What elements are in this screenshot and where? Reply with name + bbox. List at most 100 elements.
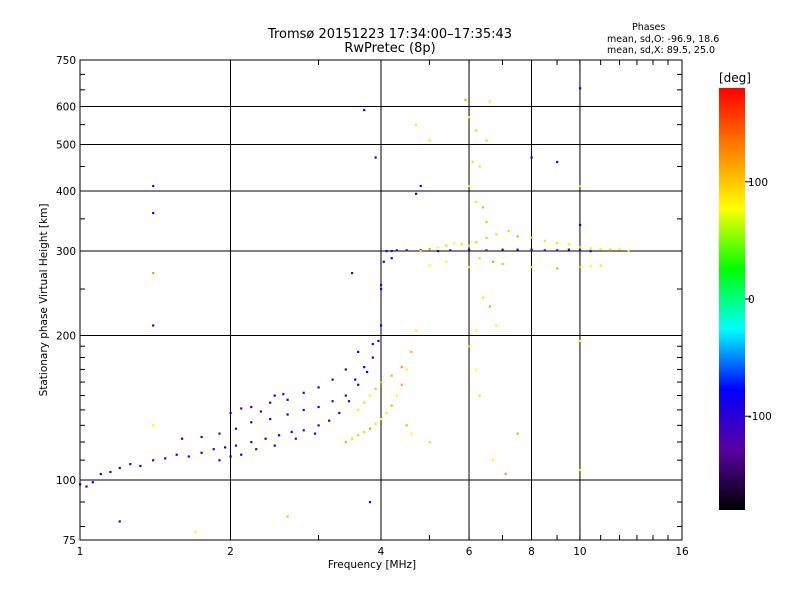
data-point (302, 391, 305, 394)
data-point (464, 98, 467, 101)
data-point (445, 260, 448, 263)
data-point (410, 432, 413, 435)
data-point (405, 424, 408, 427)
data-point (357, 350, 360, 353)
data-point (200, 435, 203, 439)
data-point (240, 407, 243, 410)
data-point (419, 184, 422, 188)
data-point (530, 248, 533, 251)
data-point (282, 393, 285, 396)
data-point (599, 247, 602, 251)
data-point (269, 418, 272, 421)
data-point (579, 87, 582, 90)
data-point (609, 248, 612, 251)
data-point (269, 401, 272, 404)
data-point (118, 466, 121, 470)
data-point (357, 383, 360, 386)
data-point (234, 444, 238, 447)
x-tick-label: 1 (77, 546, 84, 558)
data-point (475, 200, 478, 203)
data-point (543, 239, 546, 242)
data-point (468, 345, 471, 348)
data-point (478, 165, 481, 168)
data-point (485, 220, 488, 224)
data-point (482, 296, 485, 299)
data-point (475, 368, 478, 371)
axis-ticks: 1 2 4 6 8 10 16 75 100 200 300 400 500 600 750 (56, 55, 689, 558)
data-point (415, 123, 418, 126)
data-point (516, 248, 519, 251)
data-point (181, 437, 184, 440)
stats-o-mode: mean, sd,O: -96.9, 18.6 (607, 34, 720, 45)
data-point (302, 408, 305, 412)
data-point (363, 109, 366, 112)
data-point (468, 244, 471, 247)
data-point (501, 248, 504, 251)
data-point (405, 249, 408, 252)
data-point (589, 265, 592, 268)
data-point (468, 248, 471, 251)
data-point (475, 329, 478, 332)
data-point (410, 350, 413, 353)
data-point (579, 339, 582, 342)
data-point (338, 411, 341, 415)
data-point (380, 381, 383, 384)
data-point (302, 429, 305, 432)
colorbar-tick-label: 0 (748, 294, 755, 306)
data-point (331, 378, 334, 381)
data-point (371, 343, 374, 346)
data-point (460, 243, 463, 246)
data-point (351, 272, 354, 275)
data-point (118, 520, 121, 523)
data-point (224, 446, 227, 449)
data-point (468, 116, 471, 119)
data-point (579, 184, 582, 188)
data-point (368, 501, 372, 504)
data-point (278, 434, 281, 437)
data-point (428, 264, 431, 267)
data-point (164, 457, 167, 460)
data-point (286, 515, 289, 518)
data-point (495, 233, 498, 236)
data-point (405, 368, 408, 371)
data-point (91, 481, 94, 484)
data-point (368, 394, 372, 397)
data-point (478, 257, 481, 260)
data-point (516, 235, 519, 238)
data-point (374, 422, 377, 425)
y-tick-label: 200 (56, 331, 76, 343)
data-point (492, 260, 495, 263)
y-tick-label: 100 (56, 475, 76, 487)
data-point (240, 453, 243, 456)
data-point (187, 455, 190, 458)
data-point (492, 459, 495, 462)
data-point (530, 156, 533, 159)
data-point (344, 441, 347, 444)
grid (80, 60, 682, 540)
data-point (390, 257, 393, 260)
x-tick-label: 16 (675, 546, 689, 558)
data-point (99, 472, 102, 476)
plot-frame (79, 59, 683, 541)
data-point (627, 250, 630, 253)
data-point (152, 459, 155, 462)
data-point (152, 184, 155, 188)
data-point (579, 249, 582, 252)
colorbar: [deg] 100 0 -100 (719, 71, 772, 510)
data-point (347, 400, 351, 403)
data-point (556, 249, 559, 252)
data-point (579, 265, 582, 269)
data-point (475, 129, 478, 132)
data-point (152, 272, 155, 275)
data-point (567, 243, 570, 246)
data-point (419, 250, 422, 253)
data-point (468, 265, 471, 269)
data-point (579, 468, 582, 472)
data-point (468, 184, 471, 188)
data-point (250, 421, 253, 424)
data-point (415, 329, 418, 332)
data-point (380, 324, 383, 327)
data-point (437, 246, 440, 249)
data-point (286, 413, 289, 416)
data-point (317, 405, 320, 409)
